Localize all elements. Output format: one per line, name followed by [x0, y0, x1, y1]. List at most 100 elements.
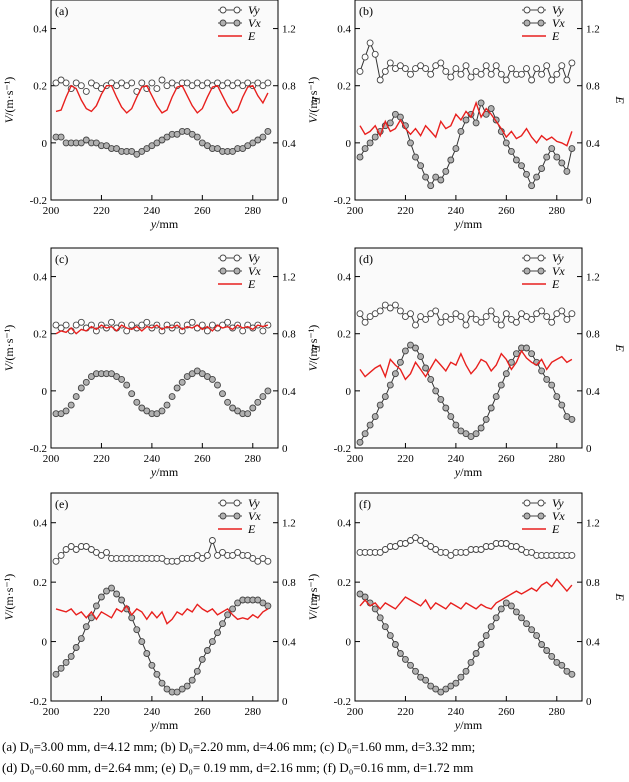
series-vy-point	[401, 313, 409, 321]
series-vy-point	[198, 554, 206, 562]
series-vx-point	[183, 682, 191, 690]
series-vx-point	[173, 130, 181, 138]
legend-label-e: E	[247, 522, 256, 536]
y2-tick-label: 0.8	[282, 329, 296, 341]
series-vy-point	[72, 546, 80, 553]
y2-tick-label: 0.4	[586, 138, 600, 150]
series-vx-point	[103, 587, 110, 595]
series-vy-point	[558, 62, 566, 70]
series-vx-point	[502, 599, 510, 607]
series-vx-point	[198, 139, 206, 147]
series-vx-point	[244, 142, 252, 150]
series-vy-point	[138, 79, 146, 87]
series-vx-point	[188, 676, 196, 684]
series-vy-point	[492, 62, 500, 70]
legend-swatch-vy-marker	[233, 254, 241, 262]
x-tick-label: 280	[549, 706, 566, 718]
series-e-line	[55, 84, 269, 114]
figure: 200 220 240 260 280 -0.2 0 0.2 0.4 0 0.4 0.8 1.2 y/mm…	[2, 0, 627, 732]
y-tick-label: 0.4	[33, 24, 47, 36]
series-vy-point	[234, 548, 242, 556]
legend-swatch-vy-marker	[219, 499, 227, 507]
series-vx-point	[548, 381, 556, 389]
x-tick-label: 240	[144, 205, 161, 217]
series-vx-point	[437, 176, 445, 184]
series-vx-point	[193, 133, 201, 141]
series-vx-point	[417, 673, 425, 681]
series-vy-point	[568, 59, 576, 67]
series-vy-point	[472, 315, 480, 323]
y2-tick-label: 0	[586, 696, 592, 708]
series-vx-point	[538, 641, 546, 648]
series-vx-point	[523, 170, 530, 178]
series-vy-point	[208, 321, 216, 329]
series-vy-point	[518, 310, 525, 318]
series-vx-point	[417, 162, 425, 170]
series-vy-point	[502, 540, 510, 547]
series-vx-point	[214, 381, 221, 389]
series-vy-point	[92, 82, 100, 90]
series-vx-point	[133, 626, 141, 634]
series-vy-point	[447, 551, 455, 559]
series-vy-point	[264, 557, 272, 565]
panel-label: (b)	[359, 4, 373, 18]
legend-swatch-vx-marker	[523, 512, 531, 520]
series-vx-point	[543, 153, 551, 161]
series-vy-point	[427, 543, 435, 550]
series-vx-point	[97, 593, 105, 601]
series-vx-point	[412, 667, 419, 675]
y-tick-label: -0.2	[30, 443, 47, 455]
legend-label-vy: Vy	[248, 496, 260, 510]
series-vx-point	[437, 688, 445, 696]
x-tick-label: 240	[144, 706, 161, 718]
series-vy-point	[538, 70, 546, 78]
series-vx-point	[553, 658, 561, 666]
series-vx-point	[401, 655, 409, 663]
series-vy-point	[386, 59, 394, 67]
legend-swatch-vy-marker	[523, 6, 531, 14]
legend-label-vy: Vy	[552, 3, 564, 17]
plot-area	[354, 247, 583, 449]
series-vy-point	[214, 551, 221, 559]
series-vy-point	[528, 548, 536, 556]
series-vy-point	[472, 67, 480, 75]
series-vy-point	[153, 85, 161, 93]
series-vy-point	[188, 82, 196, 90]
series-vy-point	[82, 87, 90, 95]
series-vy-point	[244, 551, 252, 559]
series-vx-point	[553, 153, 561, 161]
series-vx-point	[553, 393, 561, 401]
series-vx-point	[57, 133, 65, 141]
series-vx-point	[254, 596, 262, 604]
legend-swatch-vx-marker	[219, 19, 227, 27]
series-vx-point	[138, 638, 146, 646]
series-vx-point	[437, 395, 445, 403]
x-tick-label: 200	[43, 453, 60, 465]
series-vy-point	[108, 318, 115, 326]
legend-label-e: E	[247, 29, 256, 43]
series-vy-point	[366, 313, 374, 321]
series-vy-point	[538, 307, 546, 315]
x-tick-label: 280	[245, 706, 262, 718]
plot-area	[50, 492, 279, 702]
series-vx-point	[492, 393, 500, 401]
series-vx-point	[249, 139, 257, 147]
series-vx-point	[497, 605, 505, 613]
series-vy-point	[507, 315, 515, 323]
series-vx-point	[254, 136, 262, 144]
y-tick-label: 0.2	[337, 577, 351, 589]
series-vy-point	[381, 301, 389, 309]
series-vx-point	[432, 173, 440, 181]
series-vy-point	[543, 313, 551, 321]
x-tick-label: 280	[245, 453, 262, 465]
series-vy-point	[143, 318, 151, 326]
y-tick-label: 0.4	[337, 24, 351, 36]
y-axis-label: V/(m·s⁻¹)	[306, 325, 320, 372]
series-vy-point	[462, 548, 470, 556]
legend-swatch-vy-marker	[537, 6, 545, 14]
series-vx-point	[371, 133, 379, 141]
series-vx-point	[558, 401, 566, 409]
legend-label-vy: Vy	[248, 3, 260, 17]
legend-swatch-vx-marker	[523, 267, 531, 275]
series-vy-point	[208, 537, 216, 544]
